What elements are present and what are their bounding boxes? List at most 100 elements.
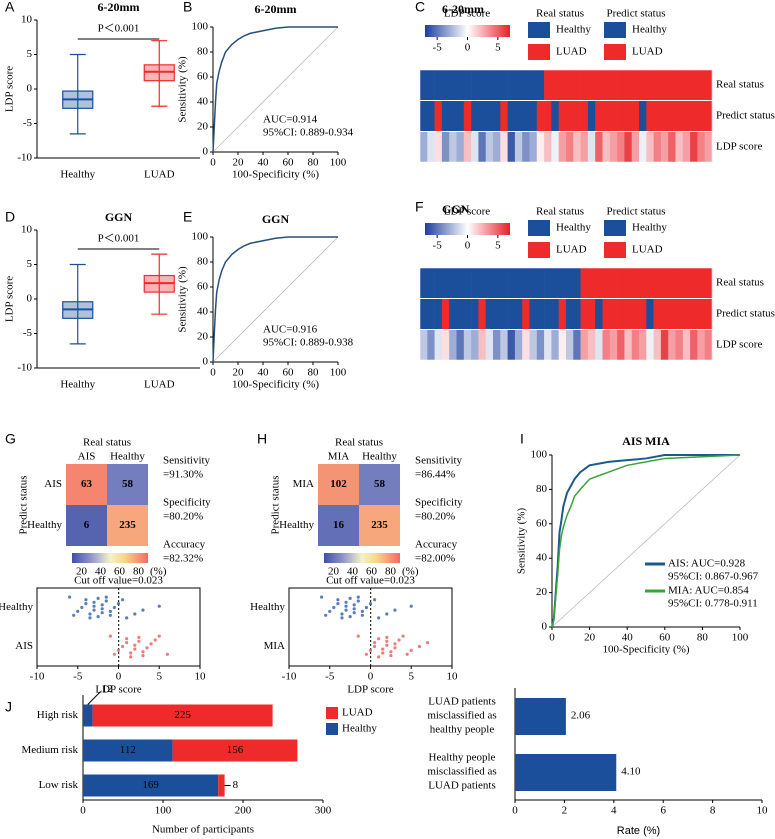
stat-value: =82.00%	[415, 553, 455, 565]
row-label: Predict status	[716, 308, 775, 320]
heatmap-cell	[697, 268, 705, 298]
heatmap-cell	[587, 101, 596, 131]
x-tick-label: -5	[73, 671, 83, 683]
point	[417, 644, 421, 649]
heatmap-cell	[602, 330, 611, 360]
stat-name: Specificity	[415, 497, 463, 509]
heatmap-cell	[500, 132, 508, 162]
point	[360, 609, 364, 614]
point	[372, 641, 377, 645]
heatmap-cell	[420, 132, 428, 162]
x-tick-label: 10	[447, 671, 459, 683]
point	[100, 611, 104, 615]
point	[100, 603, 104, 607]
heatmap-cell	[602, 132, 611, 162]
heatmap-cell	[704, 70, 713, 100]
heatmap-cell	[646, 101, 654, 131]
chart-title: 6-20mm	[442, 2, 484, 16]
panel-label: B	[183, 0, 192, 15]
heatmap-cell	[544, 330, 552, 360]
y-tick-label: 10	[21, 224, 33, 236]
stat-value: =80.20%	[415, 511, 455, 523]
point	[104, 599, 108, 603]
y-tick-label: -5	[23, 117, 33, 129]
chart-title: AIS MIA	[622, 434, 670, 448]
bar-segment	[92, 704, 273, 727]
heatmap-cell	[660, 70, 669, 100]
heatmap-cell	[558, 299, 567, 329]
heatmap-cell	[653, 70, 662, 100]
point	[120, 644, 125, 649]
point	[157, 604, 161, 608]
heatmap-cell	[536, 299, 545, 329]
bar-label: 112	[120, 744, 136, 756]
heatmap-cell	[507, 299, 516, 329]
y-axis-label: Predict status	[18, 476, 30, 535]
y-tick-label: misclassified as	[427, 710, 496, 722]
point	[68, 595, 72, 599]
x-axis-label: 100-Specificity (%)	[232, 379, 319, 391]
bar-segment	[83, 704, 93, 727]
heatmap-cell	[514, 101, 523, 131]
heatmap-cell	[624, 101, 632, 131]
y-tick-label: -10	[17, 152, 32, 164]
heatmap-cell	[566, 101, 574, 131]
heatmap-cell	[500, 299, 508, 329]
y-tick-label: 80	[536, 483, 548, 495]
colorbar-tick-label: 0	[465, 240, 471, 252]
legend-label: AIS: AUC=0.928	[668, 558, 746, 570]
x-axis-label: Real status	[83, 437, 131, 449]
heatmap-cell	[522, 330, 530, 360]
y-tick-label: 20	[197, 331, 209, 343]
point	[80, 605, 84, 610]
y-tick-label: Healthy	[250, 601, 285, 613]
heatmap-cell	[624, 268, 632, 298]
heatmap-cell	[536, 101, 545, 131]
heatmap-cell	[463, 101, 472, 131]
point	[389, 654, 393, 658]
point	[141, 654, 145, 658]
heatmap-cell	[668, 132, 676, 162]
point	[352, 611, 356, 615]
point	[108, 609, 112, 614]
heatmap-cell	[441, 101, 450, 131]
heatmap-cell	[544, 101, 552, 131]
cell-label: 58	[374, 478, 386, 490]
legend-swatch	[326, 723, 338, 735]
x-tick-label: 100	[330, 367, 347, 379]
heatmap-cell	[449, 299, 457, 329]
heatmap-cell	[434, 101, 443, 131]
point	[336, 602, 340, 606]
heatmap-cell	[690, 299, 698, 329]
cell-label: 63	[81, 478, 93, 490]
legend-title: Real status	[536, 206, 584, 218]
y-tick-label: misclassified as	[427, 766, 496, 778]
heatmap-cell	[617, 101, 625, 131]
x-tick-label: -5	[325, 671, 335, 683]
matrix-cell	[107, 505, 148, 546]
heatmap-cell	[660, 101, 669, 131]
heatmap-cell	[704, 101, 713, 131]
row-label: LDP score	[716, 141, 762, 153]
point	[385, 635, 389, 640]
y-axis-label: Predict status	[270, 476, 282, 535]
row-label: LDP score	[716, 339, 762, 351]
point	[344, 604, 348, 608]
point	[352, 607, 356, 611]
matrix-cell	[66, 464, 107, 505]
y-tick-label: 40	[197, 96, 209, 108]
legend-label: Healthy	[342, 723, 377, 735]
plot-frame	[288, 587, 453, 667]
heatmap-cell	[566, 70, 574, 100]
colorbar-tick-label: 20	[76, 566, 88, 578]
point	[385, 643, 389, 647]
colorbar-tick-label: 5	[495, 42, 501, 54]
x-tick-label: 0	[210, 157, 216, 169]
colorbar-tick-label: 5	[495, 240, 501, 252]
annotation: AUC=0.914	[263, 114, 318, 126]
y-tick-label: 0	[542, 621, 548, 633]
point	[405, 652, 409, 656]
point	[88, 612, 92, 616]
heatmap-cell	[704, 299, 713, 329]
colorbar-tick-label: 60	[114, 566, 126, 578]
